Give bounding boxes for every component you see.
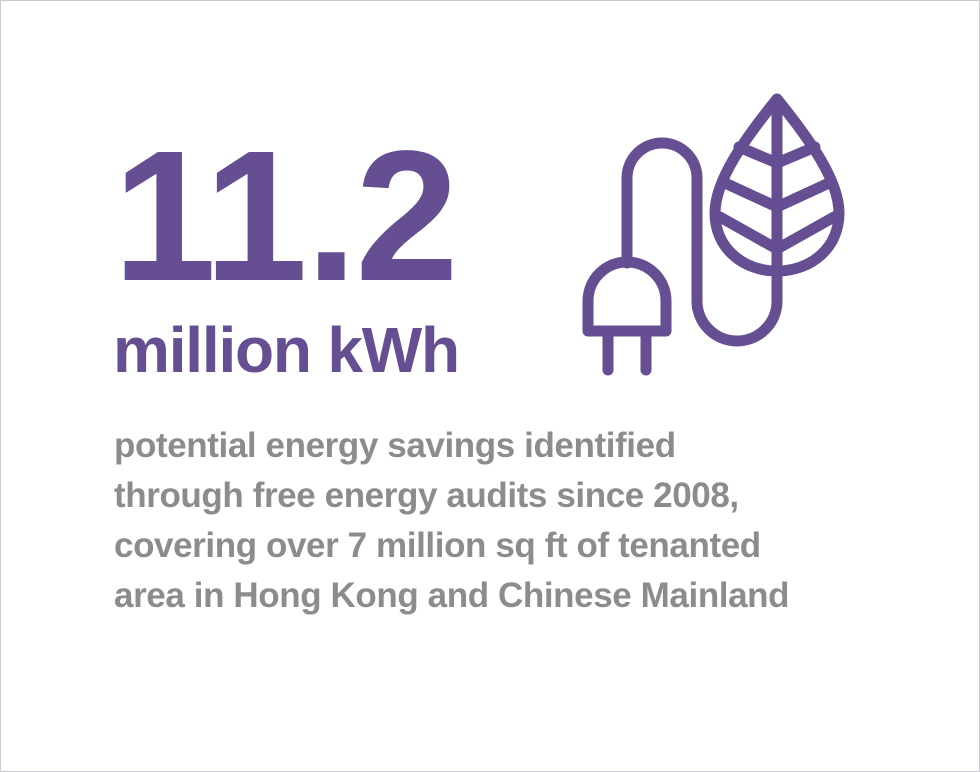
leaf-vein-right-2: [771, 177, 835, 213]
plug-cord-leaf-svg: [582, 93, 845, 376]
plug-body: [582, 256, 672, 337]
leaf-vein-left-2: [719, 177, 783, 213]
stat-block: 11.2 million kWh: [113, 113, 533, 386]
description-line-3: covering over 7 million sq ft of tenante…: [114, 526, 761, 565]
leaf-vein-right-3: [771, 211, 840, 255]
stat-unit-label: million kWh: [113, 313, 460, 386]
description-line-1: potential energy savings identified: [114, 426, 676, 465]
leaf-vein-left-3: [714, 211, 783, 255]
leaf-vein-left-1: [733, 141, 783, 169]
power-cord: [621, 137, 783, 347]
plug-cord-leaf-icon: [553, 81, 873, 401]
icon-strokes: [582, 93, 845, 376]
description-line-4: area in Hong Kong and Chinese Mainland: [114, 576, 790, 615]
leaf-vein-right-1: [771, 141, 821, 169]
description-text: potential energy savings identified thro…: [114, 421, 904, 621]
description-line-2: through free energy audits since 2008,: [114, 476, 739, 515]
stat-value: 11.2: [113, 113, 459, 320]
